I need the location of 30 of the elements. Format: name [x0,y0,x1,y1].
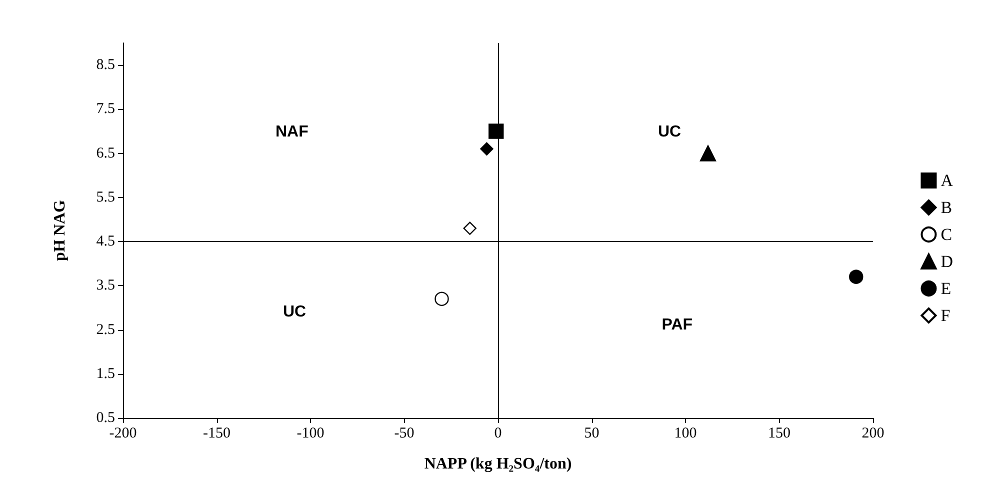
y-tick-label: 5.5 [96,189,115,206]
y-tick-label: 1.5 [96,366,115,382]
legend-label: D [940,252,954,271]
x-tick-label: -100 [296,426,324,442]
y-tick-label: 0.5 [96,410,115,426]
y-tick-label: 2.5 [96,322,115,338]
annotation: UC [283,304,307,320]
x-tick-label: 100 [674,426,697,442]
y-tick-label: 4.5 [96,234,115,250]
y-tick-label: 6.5 [96,145,115,162]
x-tick-label: 50 [584,426,600,442]
x-tick-label: 150 [768,426,790,442]
annotation: PAF [662,316,693,334]
legend-label: E [940,279,952,298]
y-tick-label: 7.5 [96,101,115,118]
annotation: UC [658,124,682,140]
annotation: NAF [276,124,309,140]
legend-label: F [940,306,950,325]
x-tick-label: -50 [394,426,414,442]
x-axis-title: NAPP (kg H₂SO₄/ton) [424,456,572,472]
x-tick-label: -200 [109,426,137,442]
legend-label: A [940,171,954,190]
legend-label: B [940,198,952,217]
x-tick-label: 200 [862,426,884,442]
x-tick-label: 0 [494,426,502,442]
y-tick-label: 8.5 [96,57,115,74]
y-tick-label: 3.5 [96,278,115,294]
x-tick-label: -150 [203,426,230,442]
y-axis-title: pH NAG [52,200,68,261]
legend-label: C [940,225,952,244]
